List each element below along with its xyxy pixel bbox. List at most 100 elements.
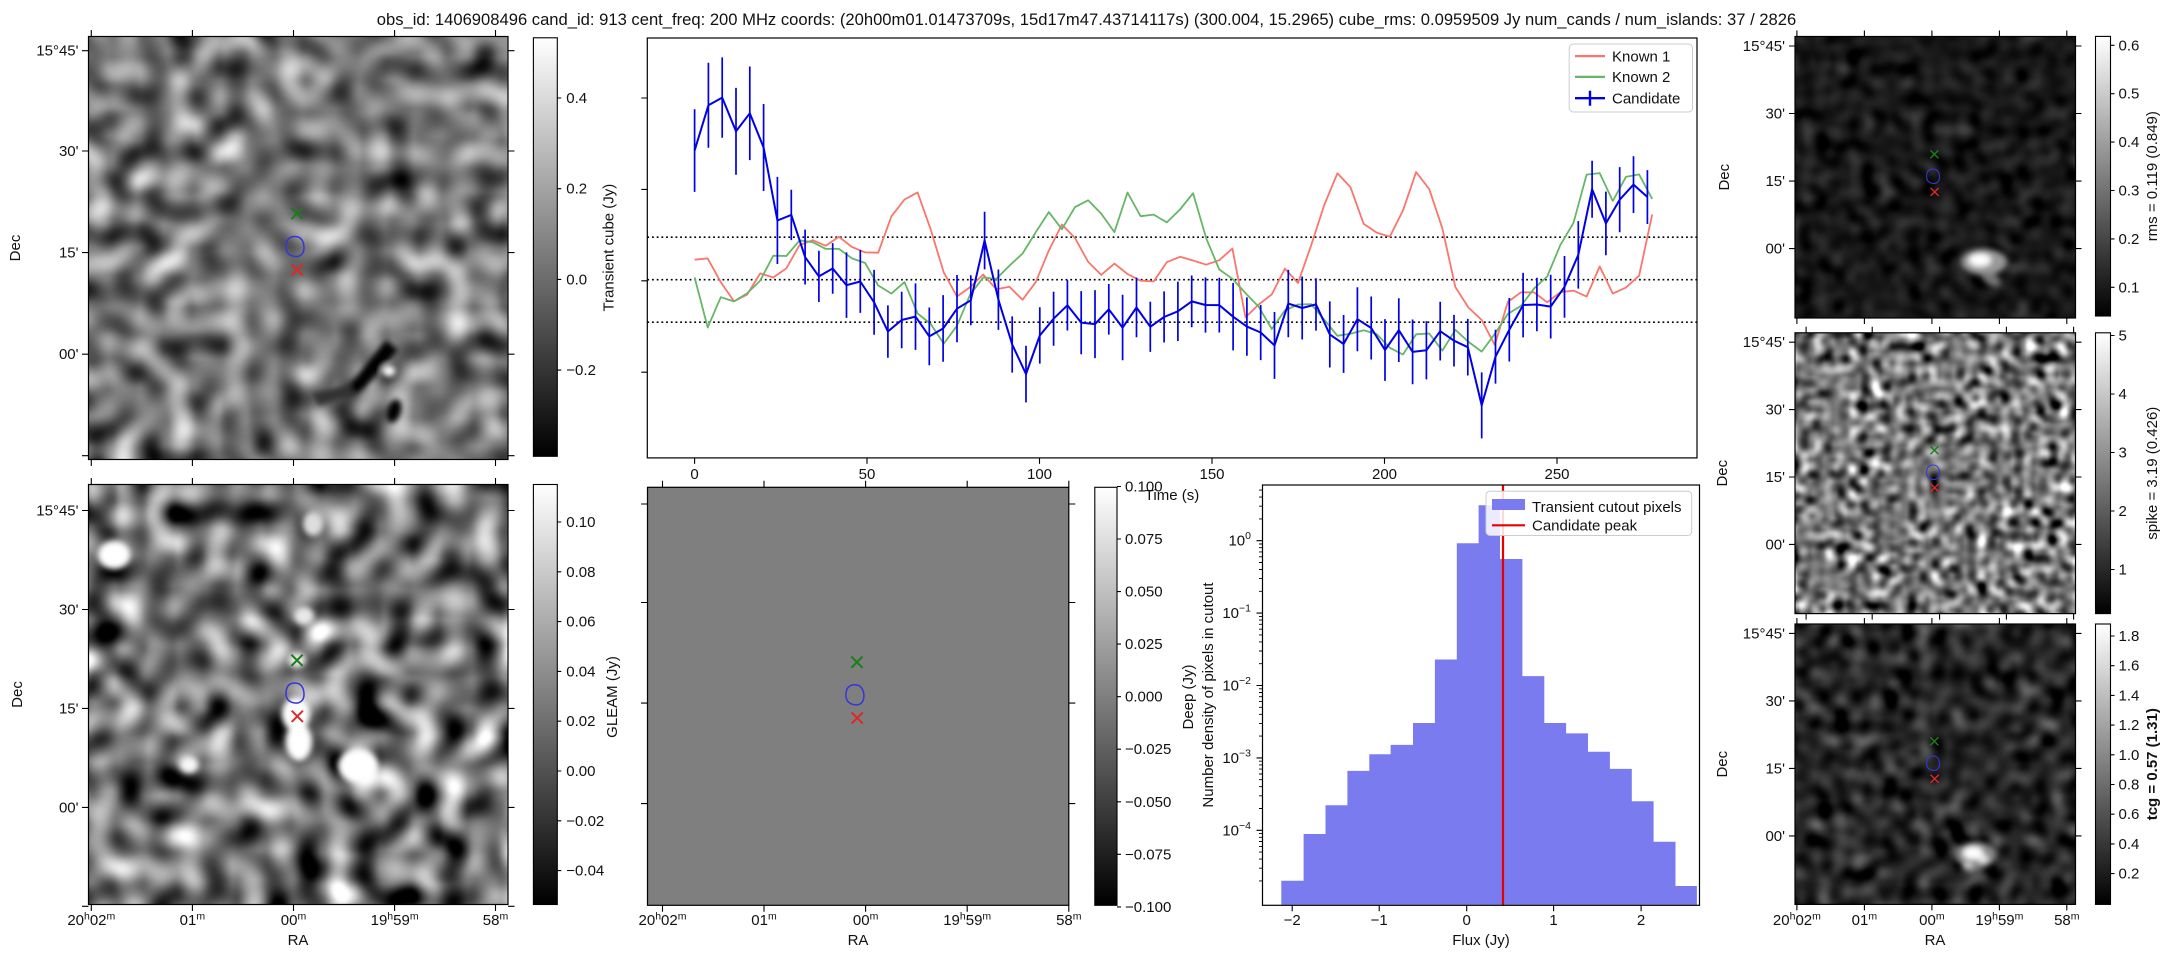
svg-text:15°45': 15°45' — [1743, 334, 1785, 351]
svg-text:01m​: 01m​ — [751, 911, 777, 930]
svg-text:0.4: 0.4 — [566, 90, 587, 107]
svg-text:0.025: 0.025 — [1125, 636, 1163, 653]
svg-text:150: 150 — [1199, 466, 1224, 483]
svg-text:00m​: 00m​ — [1919, 911, 1945, 930]
svg-text:1.2: 1.2 — [2119, 717, 2140, 734]
svg-text:Flux (Jy): Flux (Jy) — [1452, 932, 1510, 949]
svg-text:0.04: 0.04 — [566, 663, 595, 680]
svg-text:0.6: 0.6 — [2119, 37, 2140, 54]
svg-text:1.8: 1.8 — [2119, 628, 2140, 645]
svg-text:01m​: 01m​ — [180, 911, 206, 930]
svg-text:0.8: 0.8 — [2119, 777, 2140, 794]
svg-text:0.4: 0.4 — [2119, 836, 2140, 853]
svg-text:20h​02m​: 20h​02m​ — [639, 911, 687, 930]
svg-text:58m​: 58m​ — [2054, 911, 2080, 930]
svg-text:−0.075: −0.075 — [1125, 846, 1171, 863]
svg-text:01m​: 01m​ — [1852, 911, 1878, 930]
svg-text:5: 5 — [2119, 328, 2127, 345]
svg-text:0.5: 0.5 — [2119, 86, 2140, 103]
svg-text:rms = 0.119 (0.849): rms = 0.119 (0.849) — [2144, 111, 2161, 241]
svg-text:0.000: 0.000 — [1125, 689, 1163, 706]
svg-text:0.2: 0.2 — [2119, 231, 2140, 248]
svg-text:0.4: 0.4 — [2119, 134, 2140, 151]
svg-text:0: 0 — [1463, 912, 1471, 929]
svg-text:Dec: Dec — [9, 681, 26, 708]
svg-text:1.4: 1.4 — [2119, 687, 2140, 704]
svg-text:30': 30' — [59, 143, 79, 160]
svg-text:00': 00' — [1765, 241, 1785, 258]
svg-text:0: 0 — [690, 466, 698, 483]
svg-text:2: 2 — [1637, 912, 1645, 929]
svg-text:30': 30' — [1765, 402, 1785, 419]
svg-text:GLEAM (Jy): GLEAM (Jy) — [604, 656, 621, 738]
svg-text:0.100: 0.100 — [1125, 479, 1163, 496]
svg-text:30': 30' — [1765, 106, 1785, 123]
svg-text:0.2: 0.2 — [2119, 866, 2140, 883]
svg-text:00': 00' — [59, 346, 79, 363]
svg-text:00': 00' — [1765, 536, 1785, 553]
svg-text:Deep (Jy): Deep (Jy) — [1180, 664, 1197, 729]
svg-text:0.050: 0.050 — [1125, 584, 1163, 601]
svg-text:Dec: Dec — [1714, 750, 1731, 777]
svg-text:4: 4 — [2119, 386, 2127, 403]
svg-text:0.02: 0.02 — [566, 713, 595, 730]
svg-text:1: 1 — [2119, 562, 2127, 579]
svg-text:19h​59m​: 19h​59m​ — [371, 911, 419, 930]
svg-text:Transient cube (Jy): Transient cube (Jy) — [601, 184, 618, 312]
svg-text:−0.04: −0.04 — [566, 863, 604, 880]
svg-text:2: 2 — [2119, 503, 2127, 520]
svg-text:−1: −1 — [1371, 912, 1388, 929]
svg-text:0.10: 0.10 — [566, 514, 595, 531]
svg-text:15°45': 15°45' — [36, 503, 78, 520]
svg-text:Candidate: Candidate — [1612, 90, 1680, 107]
svg-text:−0.2: −0.2 — [566, 362, 596, 379]
svg-text:30': 30' — [1765, 693, 1785, 710]
svg-text:Dec: Dec — [1716, 163, 1733, 190]
svg-text:0.075: 0.075 — [1125, 531, 1163, 548]
svg-text:15': 15' — [59, 700, 79, 717]
svg-text:Dec: Dec — [1714, 459, 1731, 486]
svg-text:19h​59m​: 19h​59m​ — [1975, 911, 2023, 930]
svg-text:00m​: 00m​ — [281, 911, 307, 930]
svg-text:Time (s): Time (s) — [1145, 487, 1199, 504]
svg-text:100: 100 — [1027, 466, 1052, 483]
svg-text:RA: RA — [1925, 932, 1946, 949]
svg-text:200: 200 — [1372, 466, 1397, 483]
svg-text:Known 1: Known 1 — [1612, 48, 1670, 65]
svg-text:00m​: 00m​ — [853, 911, 879, 930]
svg-text:15': 15' — [1765, 173, 1785, 190]
svg-text:15': 15' — [1765, 760, 1785, 777]
svg-text:58m​: 58m​ — [1056, 911, 1082, 930]
svg-text:Transient cutout pixels: Transient cutout pixels — [1532, 499, 1682, 516]
svg-text:Number density of pixels in cu: Number density of pixels in cutout — [1200, 582, 1217, 808]
svg-text:−0.050: −0.050 — [1125, 794, 1171, 811]
svg-text:250: 250 — [1544, 466, 1569, 483]
svg-text:00': 00' — [1765, 828, 1785, 845]
svg-text:15': 15' — [59, 245, 79, 262]
svg-text:58m​: 58m​ — [483, 911, 509, 930]
svg-text:1: 1 — [1549, 912, 1557, 929]
svg-text:0.1: 0.1 — [2119, 279, 2140, 296]
svg-text:50: 50 — [859, 466, 876, 483]
svg-text:0.2: 0.2 — [566, 181, 587, 198]
svg-text:Candidate peak: Candidate peak — [1532, 518, 1638, 535]
svg-text:1.0: 1.0 — [2119, 747, 2140, 764]
svg-text:0.6: 0.6 — [2119, 806, 2140, 823]
svg-text:15°45': 15°45' — [36, 43, 78, 60]
svg-text:3: 3 — [2119, 445, 2127, 462]
svg-text:30': 30' — [59, 602, 79, 619]
svg-text:0.00: 0.00 — [566, 763, 595, 780]
svg-text:tcg = 0.57 (1.31): tcg = 0.57 (1.31) — [2144, 708, 2161, 820]
svg-text:15°45': 15°45' — [1743, 625, 1785, 642]
svg-text:0.06: 0.06 — [566, 614, 595, 631]
svg-text:00': 00' — [59, 799, 79, 816]
svg-text:0.3: 0.3 — [2119, 183, 2140, 200]
svg-text:0.0: 0.0 — [566, 271, 587, 288]
svg-text:Dec: Dec — [7, 234, 24, 261]
svg-text:Known 2: Known 2 — [1612, 69, 1670, 86]
svg-text:15°45': 15°45' — [1743, 38, 1785, 55]
svg-text:−2: −2 — [1284, 912, 1301, 929]
svg-text:spike = 3.19 (0.426): spike = 3.19 (0.426) — [2144, 407, 2161, 540]
svg-text:obs_id: 1406908496 cand_id: 91: obs_id: 1406908496 cand_id: 913 cent_fre… — [377, 10, 1796, 29]
svg-text:RA: RA — [288, 932, 309, 949]
